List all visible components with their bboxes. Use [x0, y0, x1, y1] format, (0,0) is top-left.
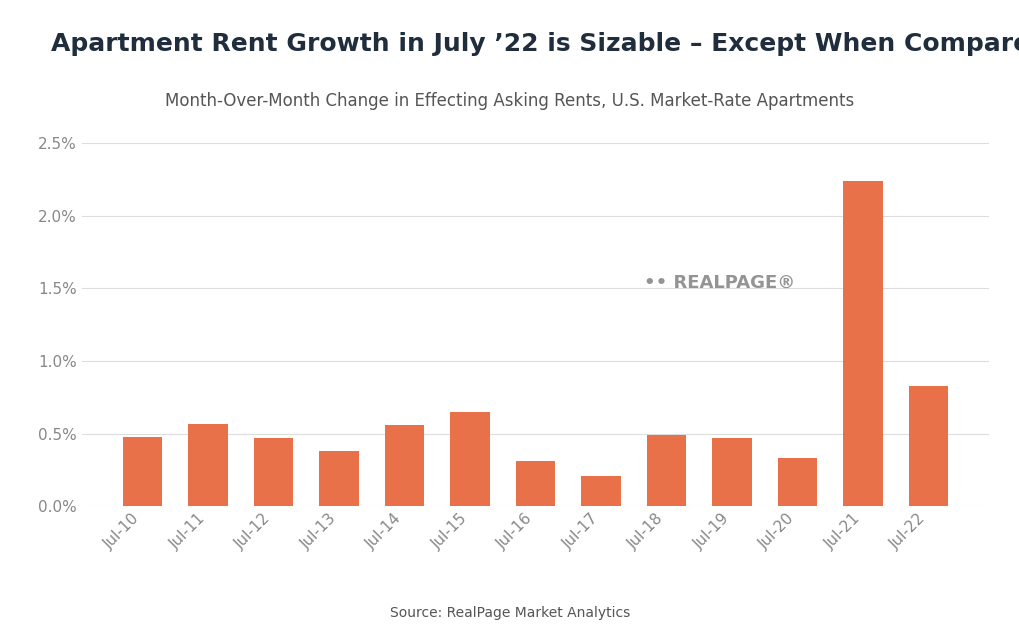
Bar [189, 423, 227, 506]
Bar [450, 412, 489, 506]
Bar [581, 476, 620, 506]
Text: Apartment Rent Growth in July ’22 is Sizable – Except When Compared to ’21: Apartment Rent Growth in July ’22 is Siz… [51, 32, 1019, 56]
Bar [908, 385, 948, 506]
Bar [711, 438, 751, 506]
Bar [516, 461, 554, 506]
Bar [122, 437, 162, 506]
Bar [777, 458, 816, 506]
Bar [254, 438, 292, 506]
Bar [843, 181, 881, 506]
Bar [319, 451, 359, 506]
Text: Month-Over-Month Change in Effecting Asking Rents, U.S. Market-Rate Apartments: Month-Over-Month Change in Effecting Ask… [165, 92, 854, 110]
Bar [384, 425, 424, 506]
Bar [646, 435, 686, 506]
Text: Source: RealPage Market Analytics: Source: RealPage Market Analytics [389, 606, 630, 620]
Text: •• REALPAGE®: •• REALPAGE® [644, 273, 795, 292]
